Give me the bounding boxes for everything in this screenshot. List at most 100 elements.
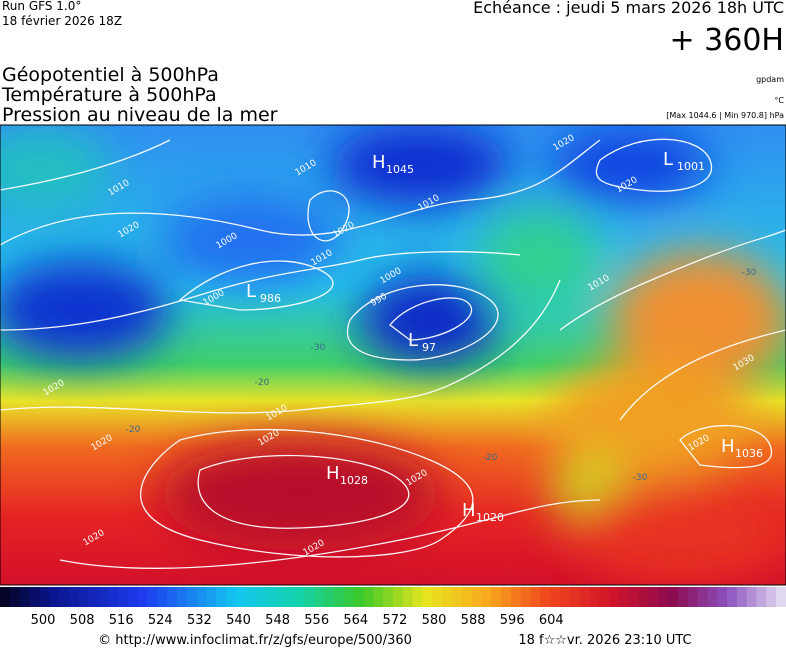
center-letter: L — [246, 281, 256, 302]
lead-time: + 360H — [670, 23, 785, 58]
colorbar-label: 588 — [461, 613, 486, 628]
colorbar-cell — [609, 587, 620, 607]
colorbar-cell — [235, 587, 247, 607]
colorbar-cell — [284, 587, 296, 607]
colorbar-label: 516 — [109, 613, 134, 628]
colorbar-cell — [265, 587, 276, 607]
colorbar-cell — [19, 587, 30, 607]
colorbar-cell — [707, 587, 718, 607]
colorbar-label: 580 — [422, 613, 447, 628]
center-value: 1020 — [476, 511, 504, 524]
temperature-label: -30 — [311, 343, 326, 353]
colorbar-cell — [432, 587, 443, 607]
colorbar-cell — [186, 587, 197, 607]
colorbar-cell — [638, 587, 649, 607]
colorbar-cell — [255, 587, 266, 607]
colorbar-cell — [127, 587, 139, 607]
colorbar-cell — [599, 587, 610, 607]
colorbar-cell — [668, 587, 679, 607]
colorbar-cell — [471, 587, 482, 607]
unit: °C — [774, 96, 784, 105]
colorbar-cell — [540, 587, 551, 607]
colorbar-cell — [756, 587, 767, 607]
run-date: 18 février 2026 18Z — [2, 14, 122, 28]
colorbar-cell — [245, 587, 256, 607]
colorbar-cell — [717, 587, 728, 607]
colorbar-cell — [117, 587, 129, 607]
colorbar-cell — [225, 587, 237, 607]
colorbar-cell — [412, 587, 423, 607]
colorbar-cell — [746, 587, 758, 607]
colorbar-cell — [9, 587, 21, 607]
colorbar-cell — [589, 587, 600, 607]
colorbar-label: 604 — [539, 613, 564, 628]
map-frame — [0, 124, 786, 586]
colorbar-cell — [68, 587, 80, 607]
colorbar-cell — [157, 587, 168, 607]
title: Géopotentiel à 500hPa — [2, 64, 219, 86]
colorbar-label: 500 — [31, 613, 56, 628]
colorbar-label: 508 — [70, 613, 95, 628]
colorbar-cell — [98, 587, 109, 607]
colorbar-cell — [402, 587, 414, 607]
center-value: 986 — [260, 292, 281, 305]
colorbar-label: 564 — [343, 613, 368, 628]
colorbar-cell — [88, 587, 99, 607]
center-value: 1001 — [677, 160, 705, 173]
center-letter: H — [372, 152, 386, 173]
run: Run GFS 1.0° — [2, 0, 81, 13]
colorbar-cell — [304, 587, 315, 607]
colorbar-cell — [334, 587, 345, 607]
colorbar-cell — [510, 587, 522, 607]
colorbar-cell — [49, 587, 60, 607]
colorbar-cell — [727, 587, 738, 607]
colorbar-cell — [383, 587, 394, 607]
colorbar-cell — [560, 587, 571, 607]
colorbar-cell — [108, 587, 119, 607]
colorbar-cell — [628, 587, 640, 607]
colorbar-cell — [343, 587, 355, 607]
temperature-label: -20 — [255, 378, 270, 388]
colorbar-cell — [324, 587, 335, 607]
colorbar-cell — [216, 587, 227, 607]
center-letter: H — [721, 436, 735, 457]
colorbar-cell — [618, 587, 630, 607]
colorbar-cell — [766, 587, 777, 607]
unit: [Max 1044.6 | Min 970.8] hPa — [666, 111, 784, 120]
colorbar-cell — [58, 587, 70, 607]
colorbar-label: 540 — [226, 613, 251, 628]
colorbar-label: 572 — [382, 613, 407, 628]
colorbar-cell — [29, 587, 40, 607]
colorbar-cell — [78, 587, 89, 607]
center-letter: L — [408, 330, 418, 351]
unit: gpdam — [756, 75, 784, 84]
colorbar-cell — [677, 587, 689, 607]
colorbar-cell — [0, 587, 11, 607]
temperature-label: -30 — [633, 473, 648, 483]
center-value: 97 — [422, 341, 436, 354]
temperature-label: -30 — [742, 268, 757, 278]
title: Température à 500hPa — [1, 84, 217, 106]
colorbar-cell — [196, 587, 207, 607]
colorbar-cell — [648, 587, 659, 607]
title: Pression au niveau de la mer — [2, 104, 278, 126]
colorbar-label: 556 — [304, 613, 329, 628]
colorbar-cell — [697, 587, 708, 607]
footer-time: 18 f☆☆vr. 2026 23:10 UTC — [518, 633, 691, 648]
center-letter: L — [663, 149, 673, 170]
center-value: 1028 — [340, 474, 368, 487]
colorbar-cell — [520, 587, 532, 607]
colorbar-label: 596 — [500, 613, 525, 628]
colorbar-cell — [294, 587, 306, 607]
colorbar-cell — [451, 587, 463, 607]
colorbar-cell — [137, 587, 148, 607]
colorbar-cell — [206, 587, 217, 607]
colorbar-cell — [491, 587, 502, 607]
colorbar-cell — [776, 587, 786, 607]
colorbar-cell — [530, 587, 541, 607]
echeance: Echéance : jeudi 5 mars 2026 18h UTC — [473, 0, 784, 17]
map — [0, 125, 786, 585]
colorbar-cell — [314, 587, 325, 607]
colorbar-cell — [501, 587, 512, 607]
